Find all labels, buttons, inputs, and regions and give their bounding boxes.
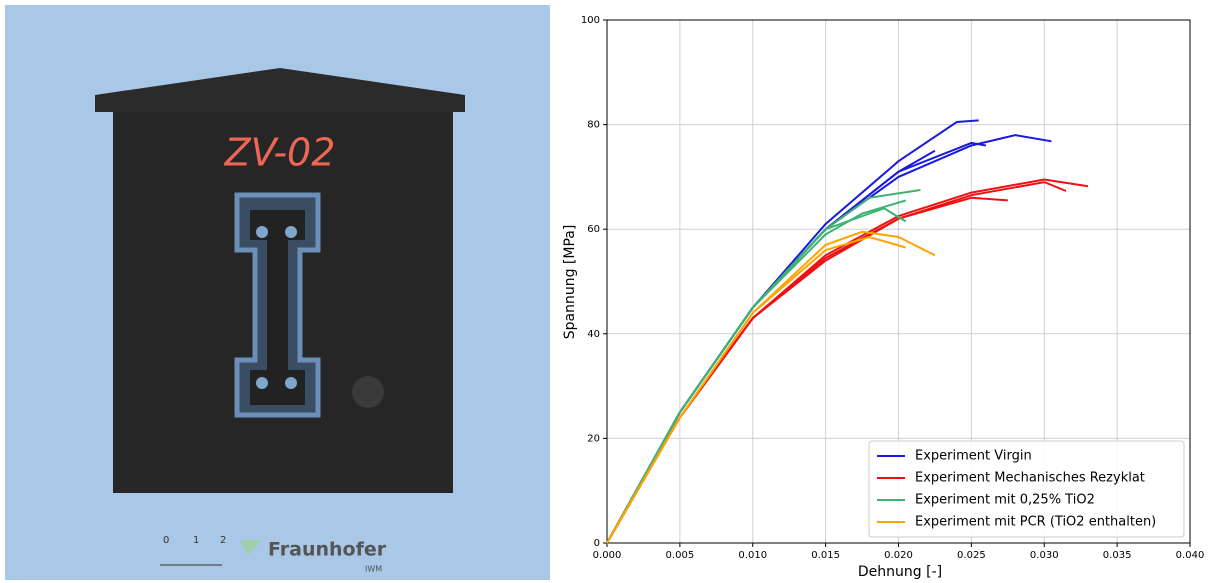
- scale-label: 0: [163, 535, 169, 546]
- legend-label: Experiment mit 0,25% TiO2: [915, 493, 1095, 508]
- y-tick-label: 20: [587, 433, 600, 444]
- hole: [285, 377, 297, 389]
- chart: Dehnung [-] Spannung [MPa] 0.000 0.005 0.0…: [562, 15, 1204, 580]
- x-tick-label: 0.030: [1030, 550, 1059, 561]
- y-tick-label: 100: [581, 15, 600, 26]
- x-tick-label: 0.005: [666, 550, 695, 561]
- x-tick-label: 0.010: [738, 550, 767, 561]
- hole: [256, 377, 268, 389]
- x-axis-label: Dehnung [-]: [858, 564, 942, 580]
- curve: [606, 235, 907, 544]
- mark: [352, 376, 384, 408]
- x-tick-label: 0.000: [593, 550, 622, 561]
- scale-label: 1: [193, 535, 199, 546]
- plot-frame: [606, 19, 1191, 544]
- plate-roof: [95, 68, 465, 112]
- curve: [606, 199, 907, 544]
- photo: ZV-02 0 1 2 Fraunhofer IWM: [5, 5, 550, 580]
- x-tick-label: 0.035: [1103, 550, 1132, 561]
- hole: [256, 226, 268, 238]
- logo-text: Fraunhofer: [268, 539, 387, 561]
- legend-label: Experiment Mechanisches Rezyklat: [915, 471, 1145, 486]
- legend-label: Experiment mit PCR (TiO2 enthalten): [915, 515, 1156, 530]
- x-tick-label: 0.020: [884, 550, 913, 561]
- y-axis-label: Spannung [MPa]: [562, 225, 578, 340]
- logo-mark: [240, 540, 262, 555]
- x-tick-label: 0.015: [811, 550, 840, 561]
- y-tick-label: 40: [587, 329, 600, 340]
- y-tick-label: 60: [587, 224, 600, 235]
- curve: [606, 207, 907, 544]
- hole: [285, 226, 297, 238]
- legend-label: Experiment Virgin: [915, 449, 1032, 464]
- y-tick-label: 80: [587, 120, 600, 131]
- y-tick-label: 0: [594, 538, 600, 549]
- specimen-label: ZV-02: [224, 131, 336, 175]
- institute-text: IWM: [365, 565, 382, 574]
- specimen: [250, 210, 305, 405]
- legend-box: [868, 440, 1185, 538]
- scale-label: 2: [220, 535, 226, 546]
- x-tick-label: 0.025: [957, 550, 986, 561]
- x-tick-label: 0.040: [1176, 550, 1205, 561]
